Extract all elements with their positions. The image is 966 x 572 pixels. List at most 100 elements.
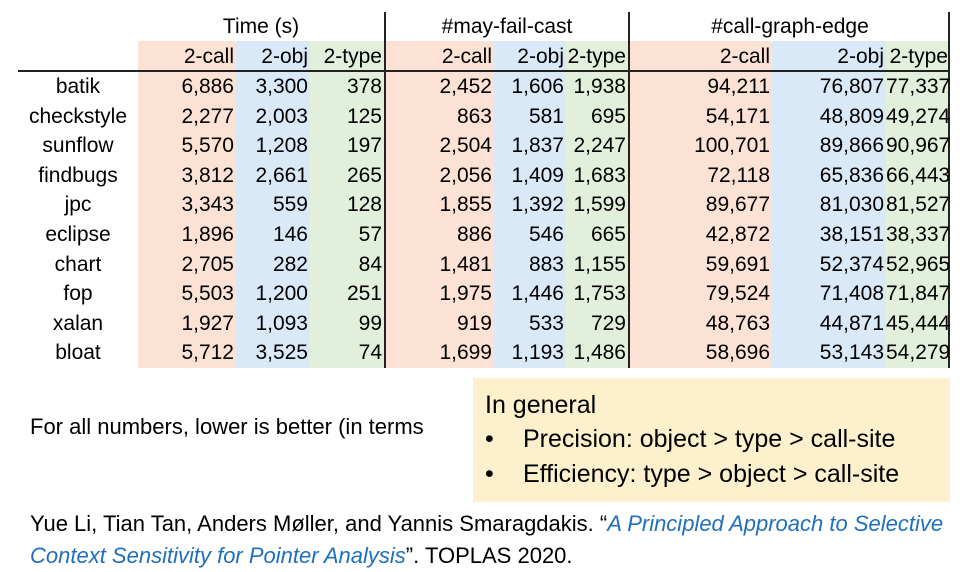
table-cell: 57	[358, 223, 382, 246]
table-cell: 2,452	[439, 75, 492, 98]
table-cell: 79,524	[705, 282, 770, 306]
table-cell: 251	[346, 282, 382, 306]
table-cell: 89,866	[819, 134, 884, 158]
table-cell: 1,938	[573, 75, 626, 98]
table-cell: 2,661	[255, 163, 308, 187]
benchmark-name: eclipse	[45, 223, 111, 246]
sub-header: 2-call	[441, 45, 492, 68]
table-cell: 89,677	[705, 193, 770, 217]
sub-header: 2-type	[567, 45, 626, 68]
citation: Yue Li, Tian Tan, Anders Møller, and Yan…	[30, 508, 950, 572]
table-cell: 533	[528, 311, 564, 335]
table-cell: 559	[272, 193, 308, 217]
table-cell: 59,691	[705, 252, 770, 276]
table-cell: 38,151	[819, 223, 884, 246]
sub-header: 2-obj	[517, 45, 564, 68]
table-cell: 1,753	[573, 282, 626, 306]
table-cell: 74	[358, 341, 382, 365]
table-cell: 5,503	[181, 282, 234, 306]
lower-is-better-note: For all numbers, lower is better (in ter…	[30, 414, 424, 439]
table-cell: 66,443	[886, 163, 951, 187]
table-cell: 1,975	[439, 282, 492, 306]
benchmark-name: checkstyle	[28, 104, 128, 128]
header-rule	[18, 70, 950, 72]
column-shade	[886, 41, 950, 368]
table-cell: 1,200	[255, 282, 308, 306]
table-cell: 5,712	[181, 341, 234, 365]
callout-item-precision: • Precision: object > type > call-site	[485, 422, 938, 457]
table-cell: 81,030	[819, 193, 884, 217]
table-cell: 2,705	[181, 252, 234, 276]
benchmark-name: chart	[54, 252, 102, 276]
callout-item-text: Precision: object > type > call-site	[523, 425, 896, 453]
paper-title-link[interactable]: A Principled Approach to Selective Conte…	[30, 511, 944, 568]
table-cell: 52,965	[886, 252, 951, 276]
table-cell: 581	[528, 104, 564, 128]
table-cell: 1,486	[573, 341, 626, 365]
benchmark-name: bloat	[55, 341, 101, 365]
table-cell: 90,967	[886, 134, 951, 158]
column-shade	[386, 41, 494, 368]
column-shade	[566, 41, 628, 368]
table-cell: 2,003	[255, 104, 308, 128]
table-cell: 38,337	[886, 223, 951, 246]
table-cell: 378	[346, 75, 382, 98]
table-cell: 3,525	[255, 341, 308, 365]
table-cell: 3,812	[181, 163, 234, 187]
table-cell: 1,896	[181, 223, 234, 246]
column-shade	[630, 41, 772, 368]
table-cell: 1,392	[511, 193, 564, 217]
table-cell: 5,570	[181, 134, 234, 158]
table-cell: 3,300	[255, 75, 308, 98]
group-header: Time (s)	[222, 15, 300, 38]
table-cell: 919	[456, 311, 492, 335]
table-cell: 2,277	[181, 104, 234, 128]
table-cell: 1,699	[439, 341, 492, 365]
table-cell: 58,696	[705, 341, 770, 365]
table-cell: 128	[346, 193, 382, 217]
table-cell: 6,886	[181, 75, 234, 98]
bullet-icon: •	[485, 425, 494, 453]
benchmark-name: findbugs	[38, 163, 118, 187]
table-cell: 695	[590, 104, 626, 128]
table-cell: 729	[590, 311, 626, 335]
table-cell: 1,606	[511, 75, 564, 98]
table-cell: 1,855	[439, 193, 492, 217]
benchmark-name: fop	[63, 282, 93, 306]
table-cell: 42,872	[705, 223, 770, 246]
table-cell: 546	[528, 223, 564, 246]
column-shade	[494, 41, 566, 368]
citation-authors: Yue Li, Tian Tan, Anders Møller, and Yan…	[30, 511, 608, 536]
column-shade	[772, 41, 886, 368]
column-divider	[628, 12, 630, 368]
column-divider	[948, 12, 950, 368]
table-cell: 282	[272, 252, 308, 276]
summary-callout: In general • Precision: object > type > …	[473, 378, 950, 502]
callout-heading: In general	[485, 391, 597, 419]
table-cell: 76,807	[819, 75, 884, 98]
benchmark-name: batik	[55, 75, 101, 98]
sub-header: 2-obj	[837, 45, 884, 68]
table-cell: 53,143	[819, 341, 884, 365]
table-cell: 72,118	[707, 163, 770, 187]
group-header: #may-fail-cast	[441, 15, 573, 38]
table-cell: 99	[358, 311, 382, 335]
table-cell: 71,408	[819, 282, 884, 306]
table-cell: 2,504	[439, 134, 492, 158]
table-cell: 886	[456, 223, 492, 246]
column-shade	[236, 41, 310, 368]
table-cell: 863	[456, 104, 492, 128]
callout-item-text: Efficiency: type > object > call-site	[523, 460, 900, 488]
table-cell: 54,171	[705, 104, 770, 128]
table-cell: 125	[346, 104, 382, 128]
sub-header: 2-type	[889, 45, 948, 68]
table-cell: 81,527	[886, 193, 951, 217]
table-cell: 77,337	[886, 75, 951, 98]
group-header: #call-graph-edge	[711, 15, 869, 38]
sub-header: 2-obj	[261, 45, 308, 68]
sub-header: 2-call	[719, 45, 770, 68]
table-cell: 94,211	[707, 75, 770, 98]
table-cell: 1,683	[573, 163, 626, 187]
table-cell: 100,701	[694, 134, 770, 158]
results-table: Time (s) #may-fail-cast #call-graph-edge 2-…	[18, 0, 953, 370]
